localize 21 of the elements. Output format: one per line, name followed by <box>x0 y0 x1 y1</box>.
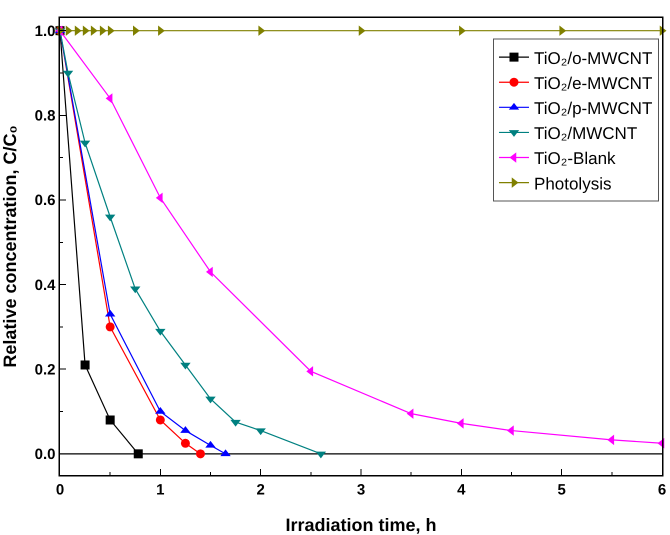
y-tick-label: 0.8 <box>34 108 56 125</box>
x-tick-label: 0 <box>56 482 64 498</box>
y-axis-title: Relative concentration, C/C₀ <box>0 125 20 368</box>
y-tick-label: 0.2 <box>34 361 56 378</box>
x-axis-title: Irradiation time, h <box>285 515 437 535</box>
legend-label: TiO₂-Blank <box>534 149 616 168</box>
y-tick-label: 0.6 <box>34 192 56 210</box>
x-tick-label: 6 <box>658 482 666 498</box>
x-tick-label: 3 <box>356 482 366 498</box>
legend-label: TiO₂/p-MWCNT <box>534 98 652 118</box>
y-tick-label: 0.4 <box>34 276 56 294</box>
legend-label: TiO₂/e-MWCNT <box>534 74 652 93</box>
y-tick-label: 1.0 <box>34 22 56 40</box>
y-tick-label: 0.0 <box>34 446 56 464</box>
x-tick-label: 5 <box>558 482 566 498</box>
x-tick-label: 4 <box>457 482 466 498</box>
x-tick-label: 2 <box>256 482 265 498</box>
legend-label: Photolysis <box>534 174 612 194</box>
legend-label: TiO₂/MWCNT <box>534 124 638 144</box>
x-tick-label: 1 <box>156 482 164 498</box>
legend-label: TiO₂/o-MWCNT <box>534 48 652 68</box>
